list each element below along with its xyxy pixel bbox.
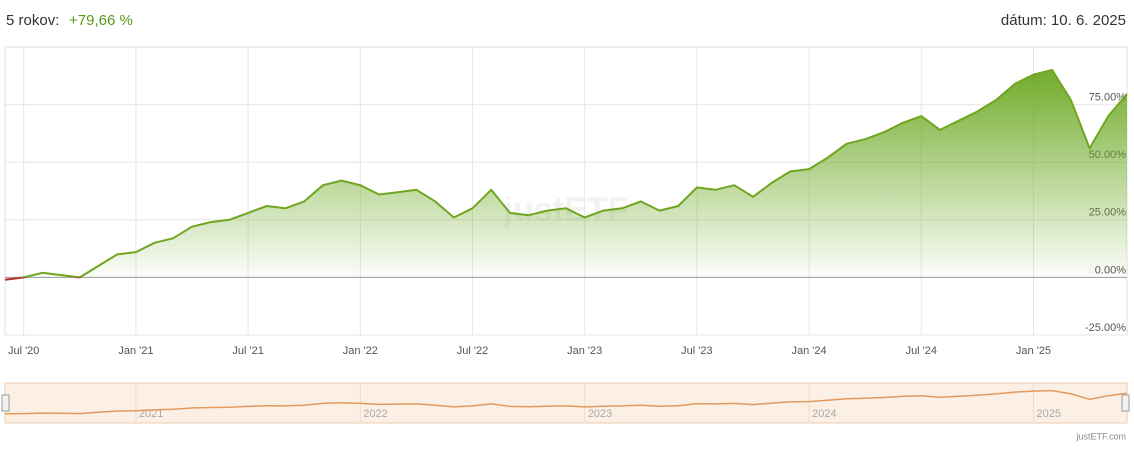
x-tick-label: Jul '22 [457,345,488,357]
area [23,70,1127,278]
navigator-line [4,389,1128,415]
navigator-label: 2023 [588,408,612,420]
x-tick-label: Jan '24 [792,345,827,357]
performance: +79,66 % [69,12,133,29]
x-tick-label: Jul '24 [906,345,937,357]
x-tick-label: Jul '21 [232,345,263,357]
navigator-handle[interactable] [1,394,10,412]
x-tick-label: Jan '23 [567,345,602,357]
date: dátum: 10. 6. 2025 [1001,12,1126,29]
y-tick-label: -25.00% [1085,322,1126,334]
navigator-content: 2021 2022 2023 2024 2025 [4,383,1128,423]
y-tick-label: 75.00% [1089,92,1127,104]
x-tick-label: Jan '25 [1016,345,1051,357]
navigator-label: 2022 [363,408,387,420]
navigator-handle[interactable] [1121,394,1130,412]
x-tick-label: Jul '23 [681,345,712,357]
navigator-label: 2024 [812,408,836,420]
x-tick-label: Jan '21 [118,345,153,357]
navigator [4,382,1128,424]
period-label: 5 rokov: [6,12,59,29]
x-tick-label: Jul '20 [8,345,39,357]
credit: justETF.com [1075,431,1126,441]
x-tick-label: Jan '22 [343,345,378,357]
line [15,69,1128,278]
navigator-label: 2025 [1037,408,1061,420]
